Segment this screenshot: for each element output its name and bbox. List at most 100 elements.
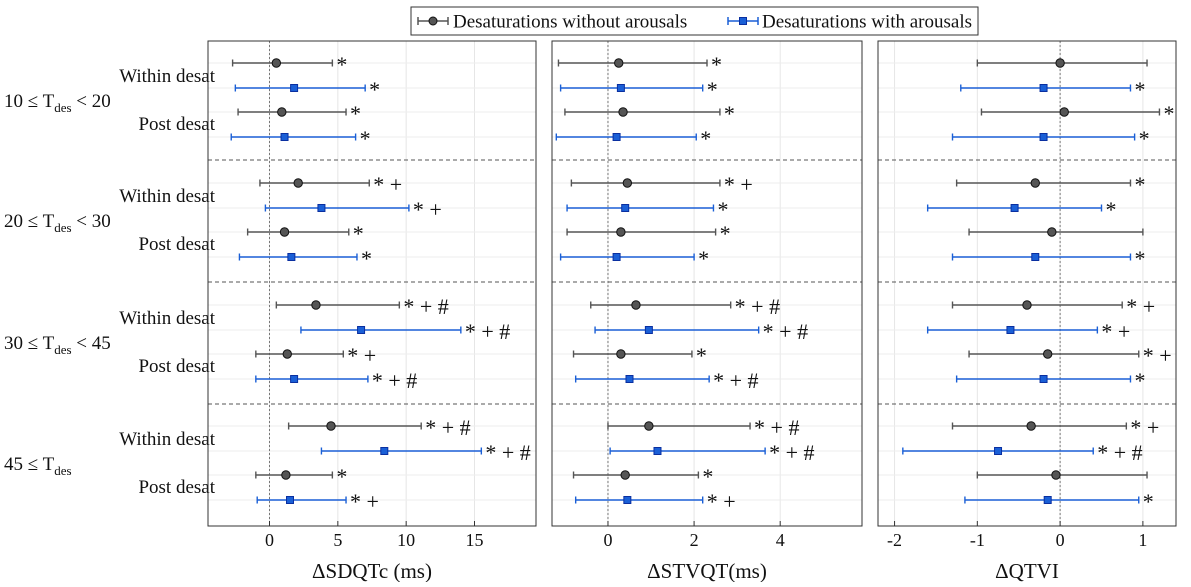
- significance-label: * + #: [485, 440, 530, 465]
- significance-label: *: [1143, 489, 1154, 514]
- mean-marker-circle: [614, 58, 624, 68]
- group-label-1: 20 ≤ Tdes < 30: [4, 211, 111, 235]
- errorbar-point: *: [557, 52, 722, 77]
- mean-marker-square: [612, 133, 621, 141]
- legend-entry-with-arousals: Desaturations with arousals: [727, 12, 972, 33]
- mean-marker-circle: [281, 470, 291, 480]
- legend-box: [410, 6, 979, 36]
- mean-marker-square: [625, 375, 634, 383]
- mean-marker-square: [616, 84, 625, 92]
- errorbar-point: *: [955, 172, 1145, 197]
- significance-label: * + #: [425, 415, 470, 440]
- mean-marker-circle: [631, 300, 641, 310]
- errorbar-point: *: [960, 77, 1145, 102]
- errorbar-point: *: [559, 77, 718, 102]
- errorbar-point: *: [980, 101, 1174, 126]
- errorbar-point: * +: [574, 489, 736, 514]
- significance-label: *: [361, 246, 372, 271]
- row-label-post-desat: Post desat: [138, 234, 215, 255]
- mean-marker-square: [317, 204, 326, 212]
- group-label-text: 10 ≤ Tdes < 20: [4, 91, 111, 115]
- mean-marker-circle: [1051, 470, 1061, 480]
- mean-marker-circle: [618, 107, 628, 117]
- errorbar-point: *: [255, 464, 347, 489]
- significance-label: *: [696, 343, 707, 368]
- errorbar-point: * +: [259, 172, 402, 197]
- mean-marker-circle: [620, 470, 630, 480]
- row-label-within-desat: Within desat: [119, 429, 216, 450]
- group-label-0: 10 ≤ Tdes < 20: [4, 91, 111, 115]
- row-label-post-desat: Post desat: [138, 477, 215, 498]
- significance-label: *: [1163, 101, 1174, 126]
- row-label-post-desat: Post desat: [138, 356, 215, 377]
- group-label-text: 45 ≤ Tdes: [4, 454, 72, 478]
- errorbar-point: * +: [926, 319, 1130, 344]
- significance-label: *: [724, 101, 735, 126]
- mean-marker-square: [1010, 204, 1019, 212]
- errorbar-point: * + #: [287, 415, 471, 440]
- panel-frame: [877, 40, 1177, 527]
- significance-label: * + #: [763, 319, 808, 344]
- errorbar-point: * +: [256, 489, 379, 514]
- significance-label: *: [1134, 77, 1145, 102]
- significance-label: *: [353, 221, 364, 246]
- x-tick-label: 0: [265, 530, 274, 550]
- x-tick-label: 4: [776, 530, 785, 550]
- significance-label: * +: [1126, 294, 1155, 319]
- significance-label: * + #: [372, 368, 417, 393]
- errorbar-point: [976, 58, 1148, 68]
- significance-label: * + #: [769, 440, 814, 465]
- mean-marker-circle: [293, 178, 303, 188]
- errorbar-point: *: [230, 126, 371, 151]
- significance-label: *: [698, 246, 709, 271]
- significance-label: * + #: [713, 368, 758, 393]
- errorbar-point: *: [566, 221, 731, 246]
- errorbar-point: * +: [951, 294, 1155, 319]
- errorbar-point: * + #: [300, 319, 510, 344]
- mean-marker-square: [621, 204, 630, 212]
- mean-marker-circle: [277, 107, 287, 117]
- significance-label: * +: [1143, 343, 1172, 368]
- x-tick-label: 1: [1138, 530, 1147, 550]
- mean-marker-square: [1039, 84, 1048, 92]
- x-tick-label: 15: [466, 530, 484, 550]
- errorbar-point: *: [955, 368, 1145, 393]
- mean-marker-circle: [616, 227, 626, 237]
- errorbar-point: *: [566, 197, 728, 222]
- x-axis-label: ΔQTVI: [995, 559, 1059, 582]
- mean-marker-square: [357, 326, 366, 334]
- mean-marker-circle: [1022, 300, 1032, 310]
- significance-label: *: [711, 52, 722, 77]
- significance-label: *: [700, 126, 711, 151]
- mean-marker-circle: [1047, 227, 1057, 237]
- mean-marker-square: [1039, 375, 1048, 383]
- significance-label: * +: [413, 197, 442, 222]
- legend-entry-without-arousals: Desaturations without arousals: [417, 12, 687, 33]
- x-tick-label: 0: [1056, 530, 1065, 550]
- x-axis-label: ΔSDQTc (ms): [312, 559, 432, 582]
- errorbar-point: * +: [255, 343, 376, 368]
- mean-marker-square: [623, 496, 632, 504]
- mean-marker-square: [280, 133, 289, 141]
- mean-marker-circle: [271, 58, 282, 68]
- mean-marker-circle: [1026, 421, 1036, 431]
- significance-label: * + #: [465, 319, 510, 344]
- x-tick-label: 5: [333, 530, 342, 550]
- errorbar-point: * +: [264, 197, 442, 222]
- legend-label: Desaturations with arousals: [762, 12, 972, 33]
- significance-label: * + #: [403, 294, 448, 319]
- significance-label: *: [720, 221, 731, 246]
- errorbar-point: *: [572, 343, 707, 368]
- mean-marker-circle: [1059, 107, 1069, 117]
- significance-label: * +: [724, 172, 753, 197]
- errorbar-point: *: [237, 101, 361, 126]
- mean-marker-square: [1039, 133, 1048, 141]
- mean-marker-square: [290, 84, 299, 92]
- errorbar-point: * +: [968, 343, 1172, 368]
- legend: Desaturations without arousals Desaturati…: [410, 6, 979, 36]
- errorbar-point: *: [246, 221, 364, 246]
